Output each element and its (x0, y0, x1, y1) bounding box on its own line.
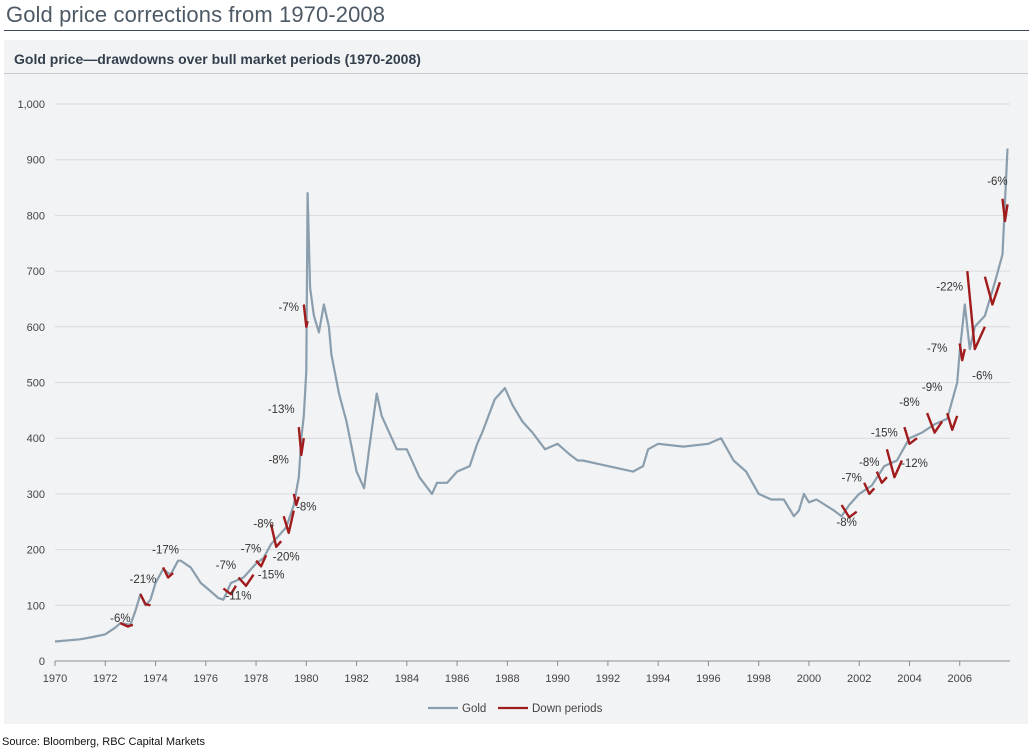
drawdown-label: -6% (972, 371, 992, 383)
down-period-segment (222, 585, 237, 596)
down-period-segment (237, 574, 255, 587)
drawdown-label: -13% (268, 404, 295, 416)
down-period-segment (966, 270, 986, 351)
drawdown-label: -7% (927, 343, 947, 355)
y-tick-label: 700 (27, 266, 45, 278)
y-tick-label: 600 (27, 322, 45, 334)
drawdown-label: -15% (258, 570, 285, 582)
down-period-segment (302, 304, 309, 328)
drawdown-label: -17% (152, 544, 179, 556)
x-tick-label: 1996 (696, 673, 720, 685)
y-tick-label: 800 (27, 210, 45, 222)
down-period-segment (269, 524, 283, 548)
x-tick-label: 1982 (344, 673, 368, 685)
drawdown-label: -12% (901, 458, 928, 470)
drawdown-label: -6% (110, 613, 130, 625)
x-tick-label: 1978 (244, 673, 268, 685)
down-period-segment (885, 448, 903, 479)
drawdown-label: -8% (859, 457, 879, 469)
drawdown-label: -7% (278, 302, 298, 314)
down-period-segment (297, 426, 305, 457)
y-tick-label: 100 (27, 600, 45, 612)
x-tick-label: 1998 (746, 673, 770, 685)
down-period-segment (282, 510, 295, 535)
x-tick-label: 1990 (545, 673, 569, 685)
down-period-segment (1001, 198, 1009, 223)
x-tick-label: 1992 (596, 673, 620, 685)
drawdown-label: -20% (273, 552, 300, 564)
legend-label-down: Down periods (532, 703, 603, 715)
y-tick-label: 1,000 (17, 99, 45, 111)
annotations: -6% -21% -17% -7% -11% -7% -15% -8% -20% -8% -8% -1… (110, 176, 1008, 625)
drawdown-label: -8% (899, 397, 919, 409)
x-tick-label: 1988 (495, 673, 519, 685)
down-period-segment (840, 504, 858, 519)
drawdown-label: -8% (253, 518, 273, 530)
series-line-gold (54, 148, 1009, 643)
drawdown-label: -8% (268, 454, 288, 466)
drawdown-label: -8% (296, 502, 316, 514)
down-period-segment (139, 593, 151, 607)
down-period-segment (903, 426, 918, 445)
drawdown-label: -15% (871, 428, 898, 440)
grid-lines (55, 103, 1010, 606)
drawdown-label: -21% (130, 574, 157, 586)
drawdown-label: -22% (936, 282, 963, 294)
x-tick-label: 1994 (646, 673, 670, 685)
series-layer (54, 148, 1009, 643)
x-tick-label: 2004 (897, 673, 921, 685)
chart-title: Gold price—drawdowns over bull market pe… (14, 51, 421, 67)
x-tick-label: 1980 (294, 673, 318, 685)
drawdown-label: -7% (216, 560, 236, 572)
x-tick-label: 1976 (194, 673, 218, 685)
x-tick-label: 2002 (847, 673, 871, 685)
down-period-segment (863, 482, 876, 496)
drawdown-label: -8% (836, 517, 856, 529)
y-tick-label: 200 (27, 545, 45, 557)
down-period-segment (983, 276, 1002, 306)
header-rule (4, 73, 1028, 74)
x-tick-label: 1974 (143, 673, 167, 685)
down-period-segment (119, 622, 134, 628)
down-period-segment (958, 343, 966, 362)
x-tick-label: 2000 (797, 673, 821, 685)
x-tick-label: 2006 (947, 673, 971, 685)
drawdown-label: -11% (225, 591, 251, 603)
y-tick-label: 300 (27, 489, 45, 501)
drawdown-label: -7% (841, 473, 861, 485)
x-tick-label: 1984 (395, 673, 419, 685)
y-tick-label: 400 (27, 433, 45, 445)
down-period-segment (162, 566, 174, 579)
down-period-segment (292, 493, 300, 507)
down-period-segment (946, 412, 959, 431)
y-tick-label: 500 (27, 378, 45, 390)
drawdown-label: -6% (987, 176, 1007, 188)
y-tick-label: 0 (39, 656, 45, 668)
drawdown-label: -9% (922, 382, 942, 394)
title-rule (4, 30, 1029, 31)
source-note: Source: Bloomberg, RBC Capital Markets (2, 736, 205, 748)
down-period-segment (875, 471, 888, 484)
down-period-segment (255, 554, 268, 568)
drawdown-label: -7% (241, 543, 261, 555)
legend: Gold Down periods (428, 703, 603, 715)
axes: 0 100 200 300 400 500 600 700 800 900 1,000 1970 197… (17, 99, 1010, 685)
x-tick-label: 1970 (43, 673, 67, 685)
legend-label-gold: Gold (462, 703, 486, 715)
x-tick-label: 1986 (445, 673, 469, 685)
page-title: Gold price corrections from 1970-2008 (6, 2, 386, 27)
y-tick-label: 900 (27, 155, 45, 167)
down-period-segment (925, 412, 944, 434)
x-tick-label: 1972 (93, 673, 117, 685)
